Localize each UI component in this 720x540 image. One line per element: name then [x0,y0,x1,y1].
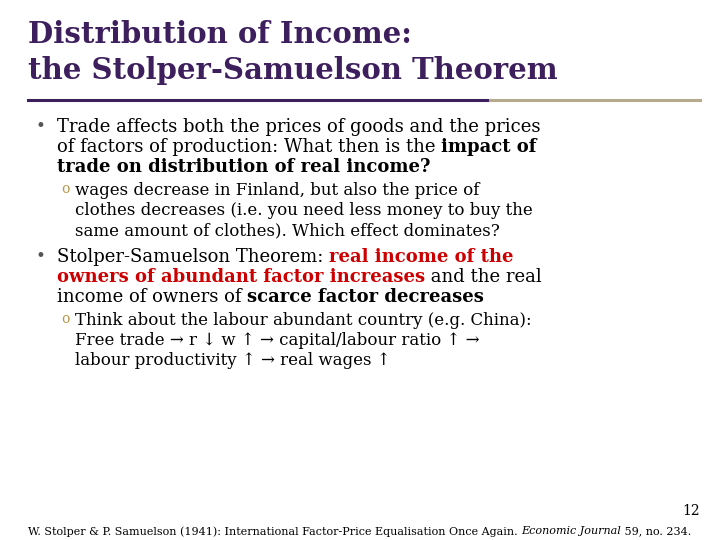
Text: •: • [35,248,45,265]
Text: •: • [35,118,45,135]
Text: Economic Journal: Economic Journal [521,526,621,536]
Text: trade on distribution of real income?: trade on distribution of real income? [57,158,431,176]
Text: 12: 12 [683,504,700,518]
Text: the Stolper-Samuelson Theorem: the Stolper-Samuelson Theorem [28,56,557,85]
Text: Free trade → r ↓ w ↑ → capital/labour ratio ↑ →: Free trade → r ↓ w ↑ → capital/labour ra… [75,332,480,349]
Text: W. Stolper & P. Samuelson (1941): International Factor-Price Equalisation Once A: W. Stolper & P. Samuelson (1941): Intern… [28,526,521,537]
Text: Stolper-Samuelson Theorem:: Stolper-Samuelson Theorem: [57,248,329,266]
Text: same amount of clothes). Which effect dominates?: same amount of clothes). Which effect do… [75,222,500,239]
Text: of factors of production: What then is the: of factors of production: What then is t… [57,138,441,156]
Text: o: o [61,182,69,196]
Text: 59, no. 234.: 59, no. 234. [621,526,691,536]
Text: scarce factor decreases: scarce factor decreases [247,288,484,306]
Text: o: o [61,312,69,326]
Text: impact of: impact of [441,138,536,156]
Text: labour productivity ↑ → real wages ↑: labour productivity ↑ → real wages ↑ [75,352,391,369]
Text: income of owners of: income of owners of [57,288,247,306]
Text: Distribution of Income:: Distribution of Income: [28,20,412,49]
Text: real income of the: real income of the [329,248,513,266]
Text: Think about the labour abundant country (e.g. China):: Think about the labour abundant country … [75,312,531,329]
Text: owners of abundant factor increases: owners of abundant factor increases [57,268,425,286]
Text: and the real: and the real [425,268,542,286]
Text: Trade affects both the prices of goods and the prices: Trade affects both the prices of goods a… [57,118,541,136]
Text: clothes decreases (i.e. you need less money to buy the: clothes decreases (i.e. you need less mo… [75,202,533,219]
Text: wages decrease in Finland, but also the price of: wages decrease in Finland, but also the … [75,182,480,199]
